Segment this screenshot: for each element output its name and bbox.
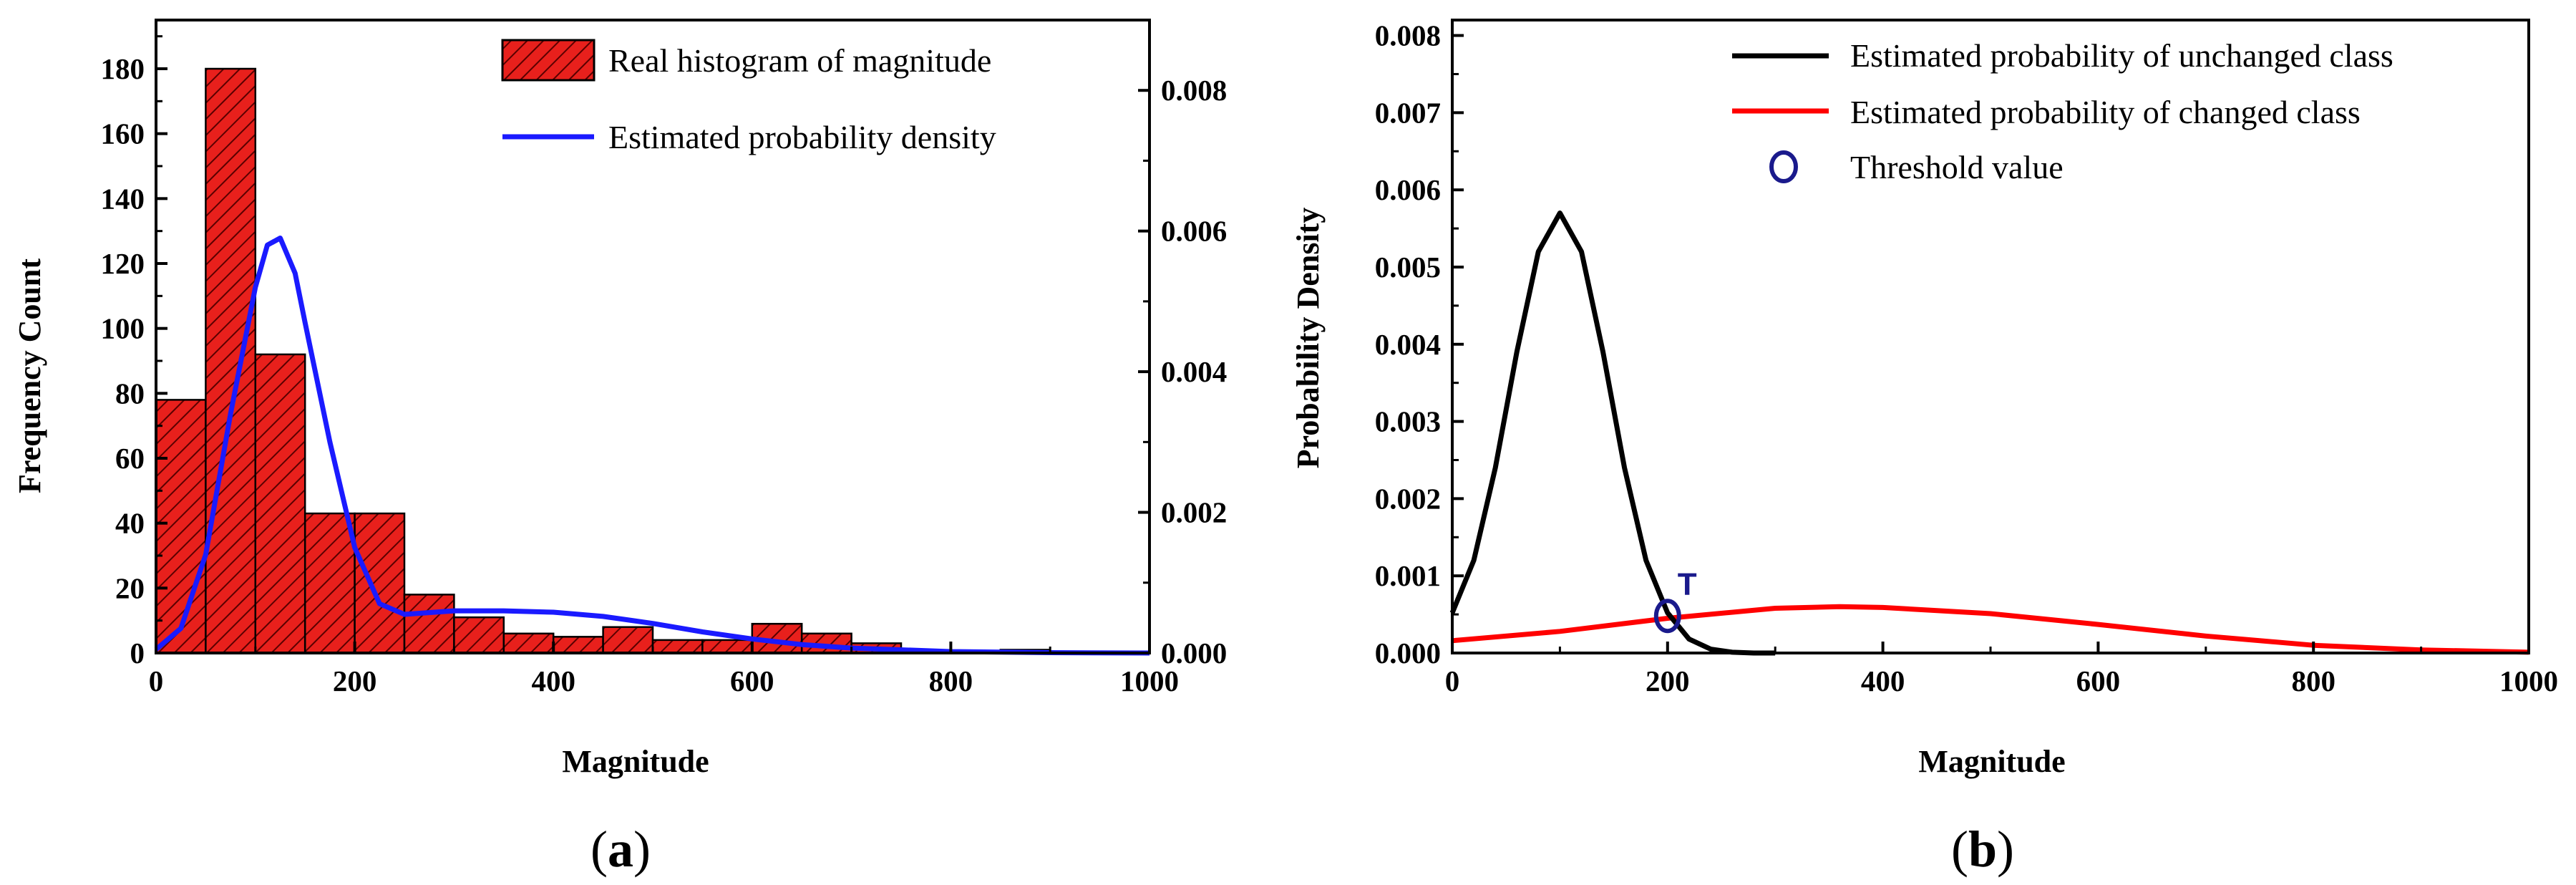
y2-axis-ticks: 0.000 0.002 0.004 0.006 0.008 bbox=[1138, 74, 1227, 669]
unchanged-class-curve bbox=[1449, 211, 1776, 656]
y2-tick-label: 0.000 bbox=[1161, 637, 1227, 669]
y-tick-label: 0.007 bbox=[1375, 96, 1441, 129]
x-tick-label: 0 bbox=[1445, 664, 1460, 697]
x-tick-label: 800 bbox=[929, 664, 973, 697]
x-tick-label: 600 bbox=[2076, 664, 2121, 697]
y2-tick-label: 0.008 bbox=[1161, 74, 1227, 107]
histogram-bar bbox=[254, 353, 306, 654]
histogram-bar bbox=[155, 399, 207, 654]
x-tick-label: 200 bbox=[333, 664, 377, 697]
x-axis-ticks: 0 200 400 600 800 1000 bbox=[149, 642, 1179, 697]
y-axis-ticks: 0 20 40 60 80 100 120 140 160 180 bbox=[101, 35, 167, 669]
y-tick-label: 0.001 bbox=[1375, 559, 1441, 592]
histogram-bar bbox=[701, 639, 754, 654]
x-tick-label: 600 bbox=[730, 664, 774, 697]
y-tick-label: 0.002 bbox=[1375, 482, 1441, 515]
y-tick-label: 140 bbox=[101, 182, 145, 215]
x-axis-title: Magnitude bbox=[1918, 744, 2065, 779]
y-tick-label: 180 bbox=[101, 52, 145, 85]
density-curve bbox=[154, 236, 1150, 656]
y-tick-label: 0.006 bbox=[1375, 173, 1441, 206]
y-tick-label: 0.000 bbox=[1375, 637, 1441, 669]
y-tick-label: 80 bbox=[115, 377, 145, 410]
histogram-bar bbox=[205, 67, 257, 654]
y-tick-label: 100 bbox=[101, 312, 145, 345]
y-tick-label: 0.004 bbox=[1375, 328, 1441, 361]
y-tick-label: 120 bbox=[101, 247, 145, 280]
legend-swatch-threshold bbox=[1769, 150, 1798, 183]
histogram-bar bbox=[453, 616, 505, 654]
x-tick-label: 800 bbox=[2291, 664, 2336, 697]
legend-label-threshold: Threshold value bbox=[1850, 149, 2064, 185]
legend-swatch-histogram bbox=[501, 39, 596, 82]
histogram-bar bbox=[651, 639, 704, 654]
x-tick-label: 1000 bbox=[2499, 664, 2558, 697]
threshold-label: T bbox=[1678, 566, 1697, 601]
histogram-bar bbox=[303, 512, 356, 654]
histogram-bar bbox=[354, 512, 406, 654]
y-tick-label: 0.008 bbox=[1375, 19, 1441, 52]
y-tick-label: 60 bbox=[115, 442, 145, 475]
legend: Real histogram of magnitude Estimated pr… bbox=[501, 39, 996, 155]
panel-a-histogram: 0 200 400 600 800 1000 0 20 40 60 80 100 120 140 160 1… bbox=[12, 19, 1227, 878]
threshold-marker bbox=[1653, 599, 1681, 634]
histogram-bars bbox=[155, 67, 1051, 654]
panel-label-a: (a) bbox=[590, 821, 651, 878]
legend-label-unchanged: Estimated probability of unchanged class bbox=[1850, 37, 2393, 74]
legend-label-histogram: Real histogram of magnitude bbox=[608, 42, 991, 79]
y2-tick-label: 0.002 bbox=[1161, 496, 1227, 529]
y-tick-label: 0.005 bbox=[1375, 251, 1441, 284]
y-tick-label: 0 bbox=[130, 637, 145, 669]
histogram-bar bbox=[552, 636, 604, 654]
legend-label-changed: Estimated probability of changed class bbox=[1850, 94, 2361, 130]
x-axis-title: Magnitude bbox=[562, 744, 709, 779]
x-tick-label: 200 bbox=[1646, 664, 1690, 697]
histogram-bar bbox=[502, 632, 555, 654]
y-tick-label: 160 bbox=[101, 117, 145, 150]
y-tick-label: 20 bbox=[115, 571, 145, 604]
y-axis-ticks: 0.000 0.001 0.002 0.003 0.004 0.005 0.006 0.007… bbox=[1375, 19, 1464, 669]
changed-class-curve bbox=[1452, 604, 2529, 655]
y-tick-label: 40 bbox=[115, 507, 145, 540]
x-tick-label: 400 bbox=[531, 664, 575, 697]
y2-tick-label: 0.004 bbox=[1161, 355, 1227, 388]
histogram-bar bbox=[602, 626, 654, 654]
legend-label-density: Estimated probability density bbox=[608, 119, 996, 155]
panel-b-probability: T 0 200 400 600 800 1000 0.000 0.001 0.002 0.003… bbox=[1291, 19, 2558, 878]
legend: Estimated probability of unchanged class… bbox=[1732, 37, 2393, 185]
x-tick-label: 1000 bbox=[1120, 664, 1179, 697]
y-tick-label: 0.003 bbox=[1375, 405, 1441, 438]
x-axis-ticks: 0 200 400 600 800 1000 bbox=[1445, 642, 2558, 697]
y-axis-title: Frequency Count bbox=[12, 258, 47, 493]
y-axis-title: Probability Density bbox=[1291, 208, 1326, 469]
x-tick-label: 400 bbox=[1861, 664, 1905, 697]
panel-label-b: (b) bbox=[1951, 821, 2014, 878]
y2-tick-label: 0.006 bbox=[1161, 215, 1227, 248]
histogram-bar bbox=[403, 594, 455, 654]
x-tick-label: 0 bbox=[149, 664, 164, 697]
